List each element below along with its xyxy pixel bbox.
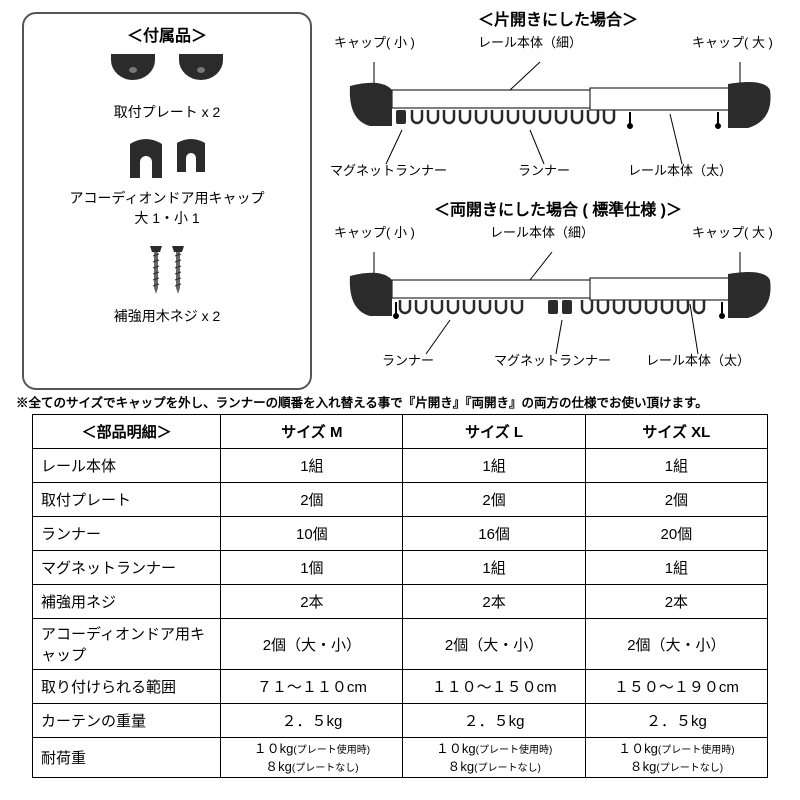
table-cell: 1組: [403, 449, 585, 483]
table-row: アコーディオンドア用キャップ2個（大・小）2個（大・小）2個（大・小）: [33, 619, 768, 670]
table-header: サイズ M: [221, 415, 403, 449]
accessory-label: 補強用木ネジ x 2: [32, 306, 302, 326]
table-cell: 1組: [585, 551, 767, 585]
table-cell: 1組: [403, 551, 585, 585]
table-cell: 2本: [403, 585, 585, 619]
table-row: ランナー10個16個20個: [33, 517, 768, 551]
table-cell: ７１～１１０cm: [221, 670, 403, 704]
accessory-screws: 補強用木ネジ x 2: [32, 244, 302, 326]
table-header: サイズ L: [403, 415, 585, 449]
accessory-label: アコーディオンドア用キャップ 大 1・小 1: [32, 188, 302, 228]
table-cell: 2個: [221, 483, 403, 517]
plate-icon: [177, 52, 225, 96]
callout-cap-large: キャップ( 大 ): [692, 222, 773, 241]
table-cell: 2個（大・小）: [585, 619, 767, 670]
callout-rail-thin: レール本体（細）: [490, 222, 594, 241]
table-cell: 2本: [221, 585, 403, 619]
accessory-label: 取付プレート x 2: [32, 102, 302, 122]
table-cell: 2個: [585, 483, 767, 517]
table-cell: マグネットランナー: [33, 551, 221, 585]
callout-cap-large: キャップ( 大 ): [692, 32, 773, 51]
callout-rail-thick: レール本体（太）: [628, 160, 732, 179]
table-cell: １５０～１９０cm: [585, 670, 767, 704]
table-header-row: ＜部品明細＞ サイズ M サイズ L サイズ XL: [33, 415, 768, 449]
screw-icon: [148, 244, 164, 300]
table-row: 取り付けられる範囲７１～１１０cm１１０～１５０cm１５０～１９０cm: [33, 670, 768, 704]
table-cell: 2個（大・小）: [221, 619, 403, 670]
table-cell: 2本: [585, 585, 767, 619]
accessories-title: ＜付属品＞: [32, 22, 302, 46]
diagram-single-open: ＜片開きにした場合＞: [330, 6, 786, 193]
table-cell: アコーディオンドア用キャップ: [33, 619, 221, 670]
table-row: マグネットランナー1個1組1組: [33, 551, 768, 585]
accessory-plates: 取付プレート x 2: [32, 52, 302, 122]
table-cell: 取付プレート: [33, 483, 221, 517]
table-cell: 1個: [221, 551, 403, 585]
table-cell: ２．５kg: [221, 704, 403, 738]
accessory-caps: アコーディオンドア用キャップ 大 1・小 1: [32, 138, 302, 228]
callout-magnet-runner: マグネットランナー: [494, 350, 611, 369]
table-cell: １０kg(プレート使用時)８kg(プレートなし): [403, 738, 585, 778]
diagram-title: ＜片開きにした場合＞: [330, 6, 786, 30]
table-cell: １０kg(プレート使用時)８kg(プレートなし): [585, 738, 767, 778]
table-header: ＜部品明細＞: [33, 415, 221, 449]
table-cell: レール本体: [33, 449, 221, 483]
table-cell: 16個: [403, 517, 585, 551]
table-row: 取付プレート2個2個2個: [33, 483, 768, 517]
table-cell: ２．５kg: [403, 704, 585, 738]
table-cell: 10個: [221, 517, 403, 551]
table-cell: 取り付けられる範囲: [33, 670, 221, 704]
parts-table: ＜部品明細＞ サイズ M サイズ L サイズ XL レール本体1組1組1組取付プ…: [32, 414, 768, 778]
table-cell: １１０～１５０cm: [403, 670, 585, 704]
callout-cap-small: キャップ( 小 ): [334, 32, 415, 51]
callout-cap-small: キャップ( 小 ): [334, 222, 415, 241]
table-cell: 1組: [585, 449, 767, 483]
diagram-double-open: ＜両開きにした場合 ( 標準仕様 )＞: [330, 196, 786, 383]
table-cell: 耐荷重: [33, 738, 221, 778]
table-cell: 2個: [403, 483, 585, 517]
cap-large-icon: [126, 138, 166, 182]
table-cell: 20個: [585, 517, 767, 551]
accessories-panel: ＜付属品＞ 取付プレート x 2: [22, 12, 312, 390]
table-cell: 2個（大・小）: [403, 619, 585, 670]
table-header: サイズ XL: [585, 415, 767, 449]
table-row: カーテンの重量２．５kg２．５kg２．５kg: [33, 704, 768, 738]
table-cell: 1組: [221, 449, 403, 483]
callout-runner: ランナー: [382, 350, 434, 369]
table-row: 耐荷重１０kg(プレート使用時)８kg(プレートなし)１０kg(プレート使用時)…: [33, 738, 768, 778]
table-cell: ランナー: [33, 517, 221, 551]
callout-magnet-runner: マグネットランナー: [330, 160, 447, 179]
callout-runner: ランナー: [518, 160, 570, 179]
table-row: レール本体1組1組1組: [33, 449, 768, 483]
screw-icon: [170, 244, 186, 300]
table-cell: 補強用ネジ: [33, 585, 221, 619]
table-cell: １０kg(プレート使用時)８kg(プレートなし): [221, 738, 403, 778]
diagram-title: ＜両開きにした場合 ( 標準仕様 )＞: [330, 196, 786, 220]
table-cell: ２．５kg: [585, 704, 767, 738]
note-text: ※全てのサイズでキャップを外し、ランナーの順番を入れ替える事で『片開き』『両開き…: [16, 392, 708, 411]
table-cell: カーテンの重量: [33, 704, 221, 738]
callout-rail-thick: レール本体（太）: [646, 350, 750, 369]
callout-rail-thin: レール本体（細）: [478, 32, 582, 51]
cap-small-icon: [174, 138, 208, 176]
table-row: 補強用ネジ2本2本2本: [33, 585, 768, 619]
plate-icon: [109, 52, 157, 96]
